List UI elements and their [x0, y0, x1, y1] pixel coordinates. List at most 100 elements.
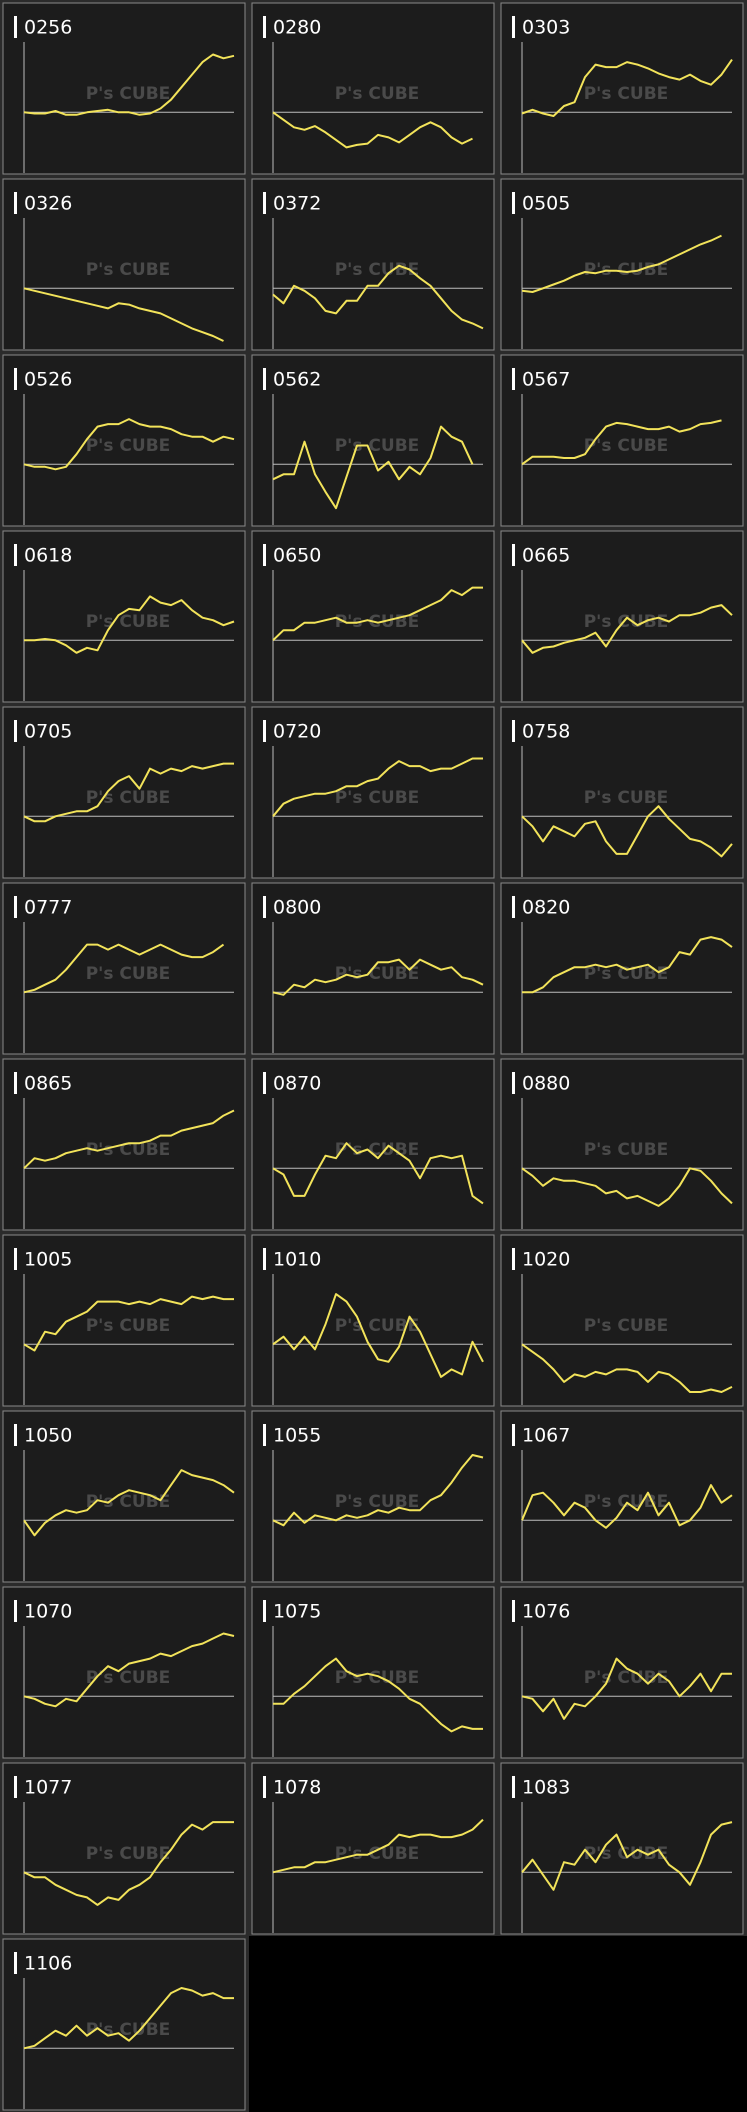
title-marker [14, 192, 17, 214]
chart-panel: 0372 P's CUBE [249, 176, 498, 352]
chart-title: 1005 [24, 1249, 72, 1271]
watermark: P's CUBE [584, 1668, 669, 1688]
data-line [522, 936, 733, 994]
panel [500, 706, 744, 879]
panel [2, 1586, 246, 1759]
title-marker [512, 1424, 515, 1446]
watermark: P's CUBE [584, 1492, 669, 1512]
chart-panel: 0567 P's CUBE [498, 352, 747, 528]
chart-title: 0650 [273, 545, 321, 567]
panel [251, 178, 495, 351]
panel [500, 882, 744, 1055]
chart-panel: 0526 P's CUBE [0, 352, 249, 528]
title-marker [512, 192, 515, 214]
chart-title: 0870 [273, 1073, 321, 1095]
title-marker [512, 368, 515, 390]
data-line [272, 111, 473, 149]
title-marker [14, 896, 17, 918]
data-line [23, 1632, 235, 1708]
chart-title: 0526 [24, 369, 72, 391]
chart-panel: 1020 P's CUBE [498, 1232, 747, 1408]
chart-panel: 1077 P's CUBE [0, 1760, 249, 1936]
panel [2, 178, 246, 351]
watermark: P's CUBE [335, 84, 420, 104]
chart-panel: 1010 P's CUBE [249, 1232, 498, 1408]
watermark: P's CUBE [335, 436, 420, 456]
data-line [272, 757, 483, 817]
chart-panel: 0865 P's CUBE [0, 1056, 249, 1232]
chart-title: 1083 [522, 1777, 570, 1799]
chart-title: 0800 [273, 897, 321, 919]
title-marker [263, 192, 266, 214]
panel [251, 354, 495, 527]
chart-panel: 0256 P's CUBE [0, 0, 249, 176]
panel [2, 2, 246, 175]
chart-panel: 1055 P's CUBE [249, 1408, 498, 1584]
title-marker [14, 1424, 17, 1446]
title-marker [512, 1600, 515, 1622]
data-line [23, 418, 235, 471]
data-line [272, 586, 483, 642]
chart-title: 0618 [24, 545, 72, 567]
watermark: P's CUBE [335, 1316, 420, 1336]
watermark: P's CUBE [584, 964, 669, 984]
panel [2, 530, 246, 703]
chart-title: 0505 [522, 193, 570, 215]
chart-title: 1076 [522, 1601, 570, 1623]
panel [500, 1410, 744, 1583]
chart-panel: 1070 P's CUBE [0, 1584, 249, 1760]
chart-title: 1020 [522, 1249, 570, 1271]
data-line [23, 762, 234, 823]
title-marker [263, 16, 266, 38]
title-marker [512, 1776, 515, 1798]
watermark: P's CUBE [335, 260, 420, 280]
chart-panel: 1075 P's CUBE [249, 1584, 498, 1760]
chart-title: 1050 [24, 1425, 72, 1447]
chart-panel: 0505 P's CUBE [498, 176, 747, 352]
data-line [272, 264, 484, 330]
watermark: P's CUBE [584, 260, 669, 280]
chart-title: 1106 [24, 1953, 72, 1975]
panel [500, 178, 744, 351]
chart-panel: 1078 P's CUBE [249, 1760, 498, 1936]
panel [251, 1234, 495, 1407]
data-line [521, 1167, 733, 1207]
title-marker [14, 720, 17, 742]
panel [500, 1234, 744, 1407]
data-line [521, 419, 722, 466]
title-marker [14, 1600, 17, 1622]
chart-panel: 0870 P's CUBE [249, 1056, 498, 1232]
chart-panel: 1050 P's CUBE [0, 1408, 249, 1584]
chart-title: 0326 [24, 193, 72, 215]
watermark: P's CUBE [86, 1668, 171, 1688]
chart-panel: 0303 P's CUBE [498, 0, 747, 176]
title-marker [263, 1248, 266, 1270]
panel [251, 1410, 495, 1583]
chart-panel: 0665 P's CUBE [498, 528, 747, 704]
panel [2, 706, 246, 879]
panel [2, 354, 246, 527]
chart-title: 1067 [522, 1425, 570, 1447]
chart-title: 0705 [24, 721, 72, 743]
chart-panel: 1076 P's CUBE [498, 1584, 747, 1760]
title-marker [512, 720, 515, 742]
watermark: P's CUBE [584, 436, 669, 456]
chart-panel: 0720 P's CUBE [249, 704, 498, 880]
panel [2, 882, 246, 1055]
watermark: P's CUBE [86, 436, 171, 456]
data-line [521, 1821, 733, 1891]
chart-panel: 0280 P's CUBE [249, 0, 498, 176]
watermark: P's CUBE [86, 964, 171, 984]
title-marker [263, 368, 266, 390]
data-line [521, 59, 733, 117]
title-marker [263, 1424, 266, 1446]
data-line [272, 425, 474, 510]
chart-panel: 0820 P's CUBE [498, 880, 747, 1056]
data-line [521, 1657, 732, 1720]
chart-title: 1077 [24, 1777, 72, 1799]
chart-title: 0720 [273, 721, 321, 743]
